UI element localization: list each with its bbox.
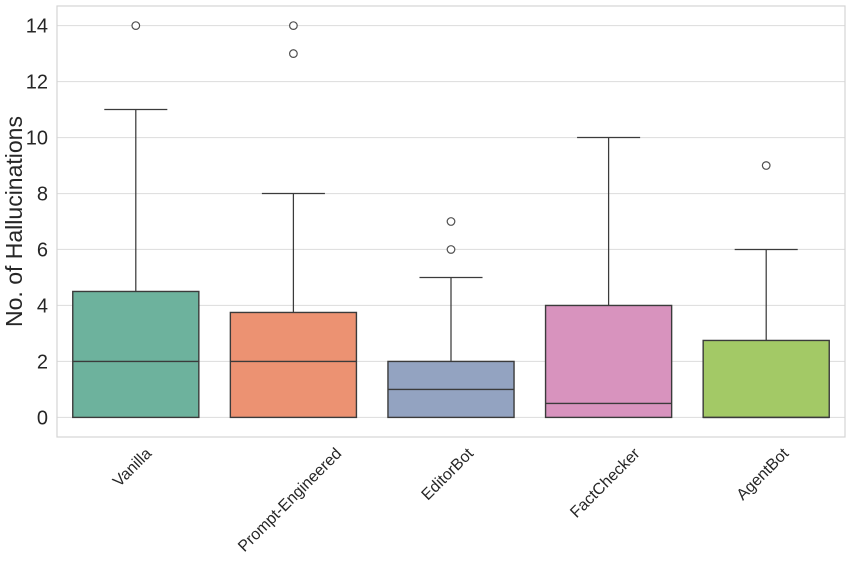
y-tick-label-8: 8 [37, 184, 48, 206]
x-tick-label-vanilla: Vanilla [110, 445, 155, 490]
x-tick-label-agentbot: AgentBot [734, 445, 793, 504]
y-tick-label-2: 2 [37, 351, 48, 373]
box-vanilla [72, 290, 200, 419]
x-tick-label-prompt-engineered: Prompt-Engineered [235, 445, 345, 555]
outlier-point-editorbot-6 [446, 245, 456, 254]
outlier-point-vanilla-14 [131, 21, 141, 30]
y-axis-label: No. of Hallucinations [1, 116, 27, 327]
box-factchecker [544, 304, 673, 419]
outlier-point-agentbot-9 [761, 161, 771, 170]
outlier-point-prompt-engineered-13 [289, 49, 298, 58]
x-tick-label-editorbot: EditorBot [419, 445, 478, 504]
box-prompt-engineered [229, 311, 358, 419]
y-tick-label-10: 10 [26, 128, 48, 150]
box-agentbot [702, 339, 830, 419]
outlier-point-editorbot-7 [446, 217, 456, 226]
outlier-point-prompt-engineered-14 [289, 21, 298, 30]
y-tick-label-12: 12 [26, 72, 48, 94]
y-tick-label-0: 0 [37, 407, 48, 429]
plot-border [56, 5, 846, 438]
y-tick-label-6: 6 [37, 239, 48, 261]
y-tick-label-14: 14 [26, 16, 48, 38]
y-tick-label-4: 4 [37, 295, 48, 317]
x-tick-label-factchecker: FactChecker [567, 445, 644, 522]
